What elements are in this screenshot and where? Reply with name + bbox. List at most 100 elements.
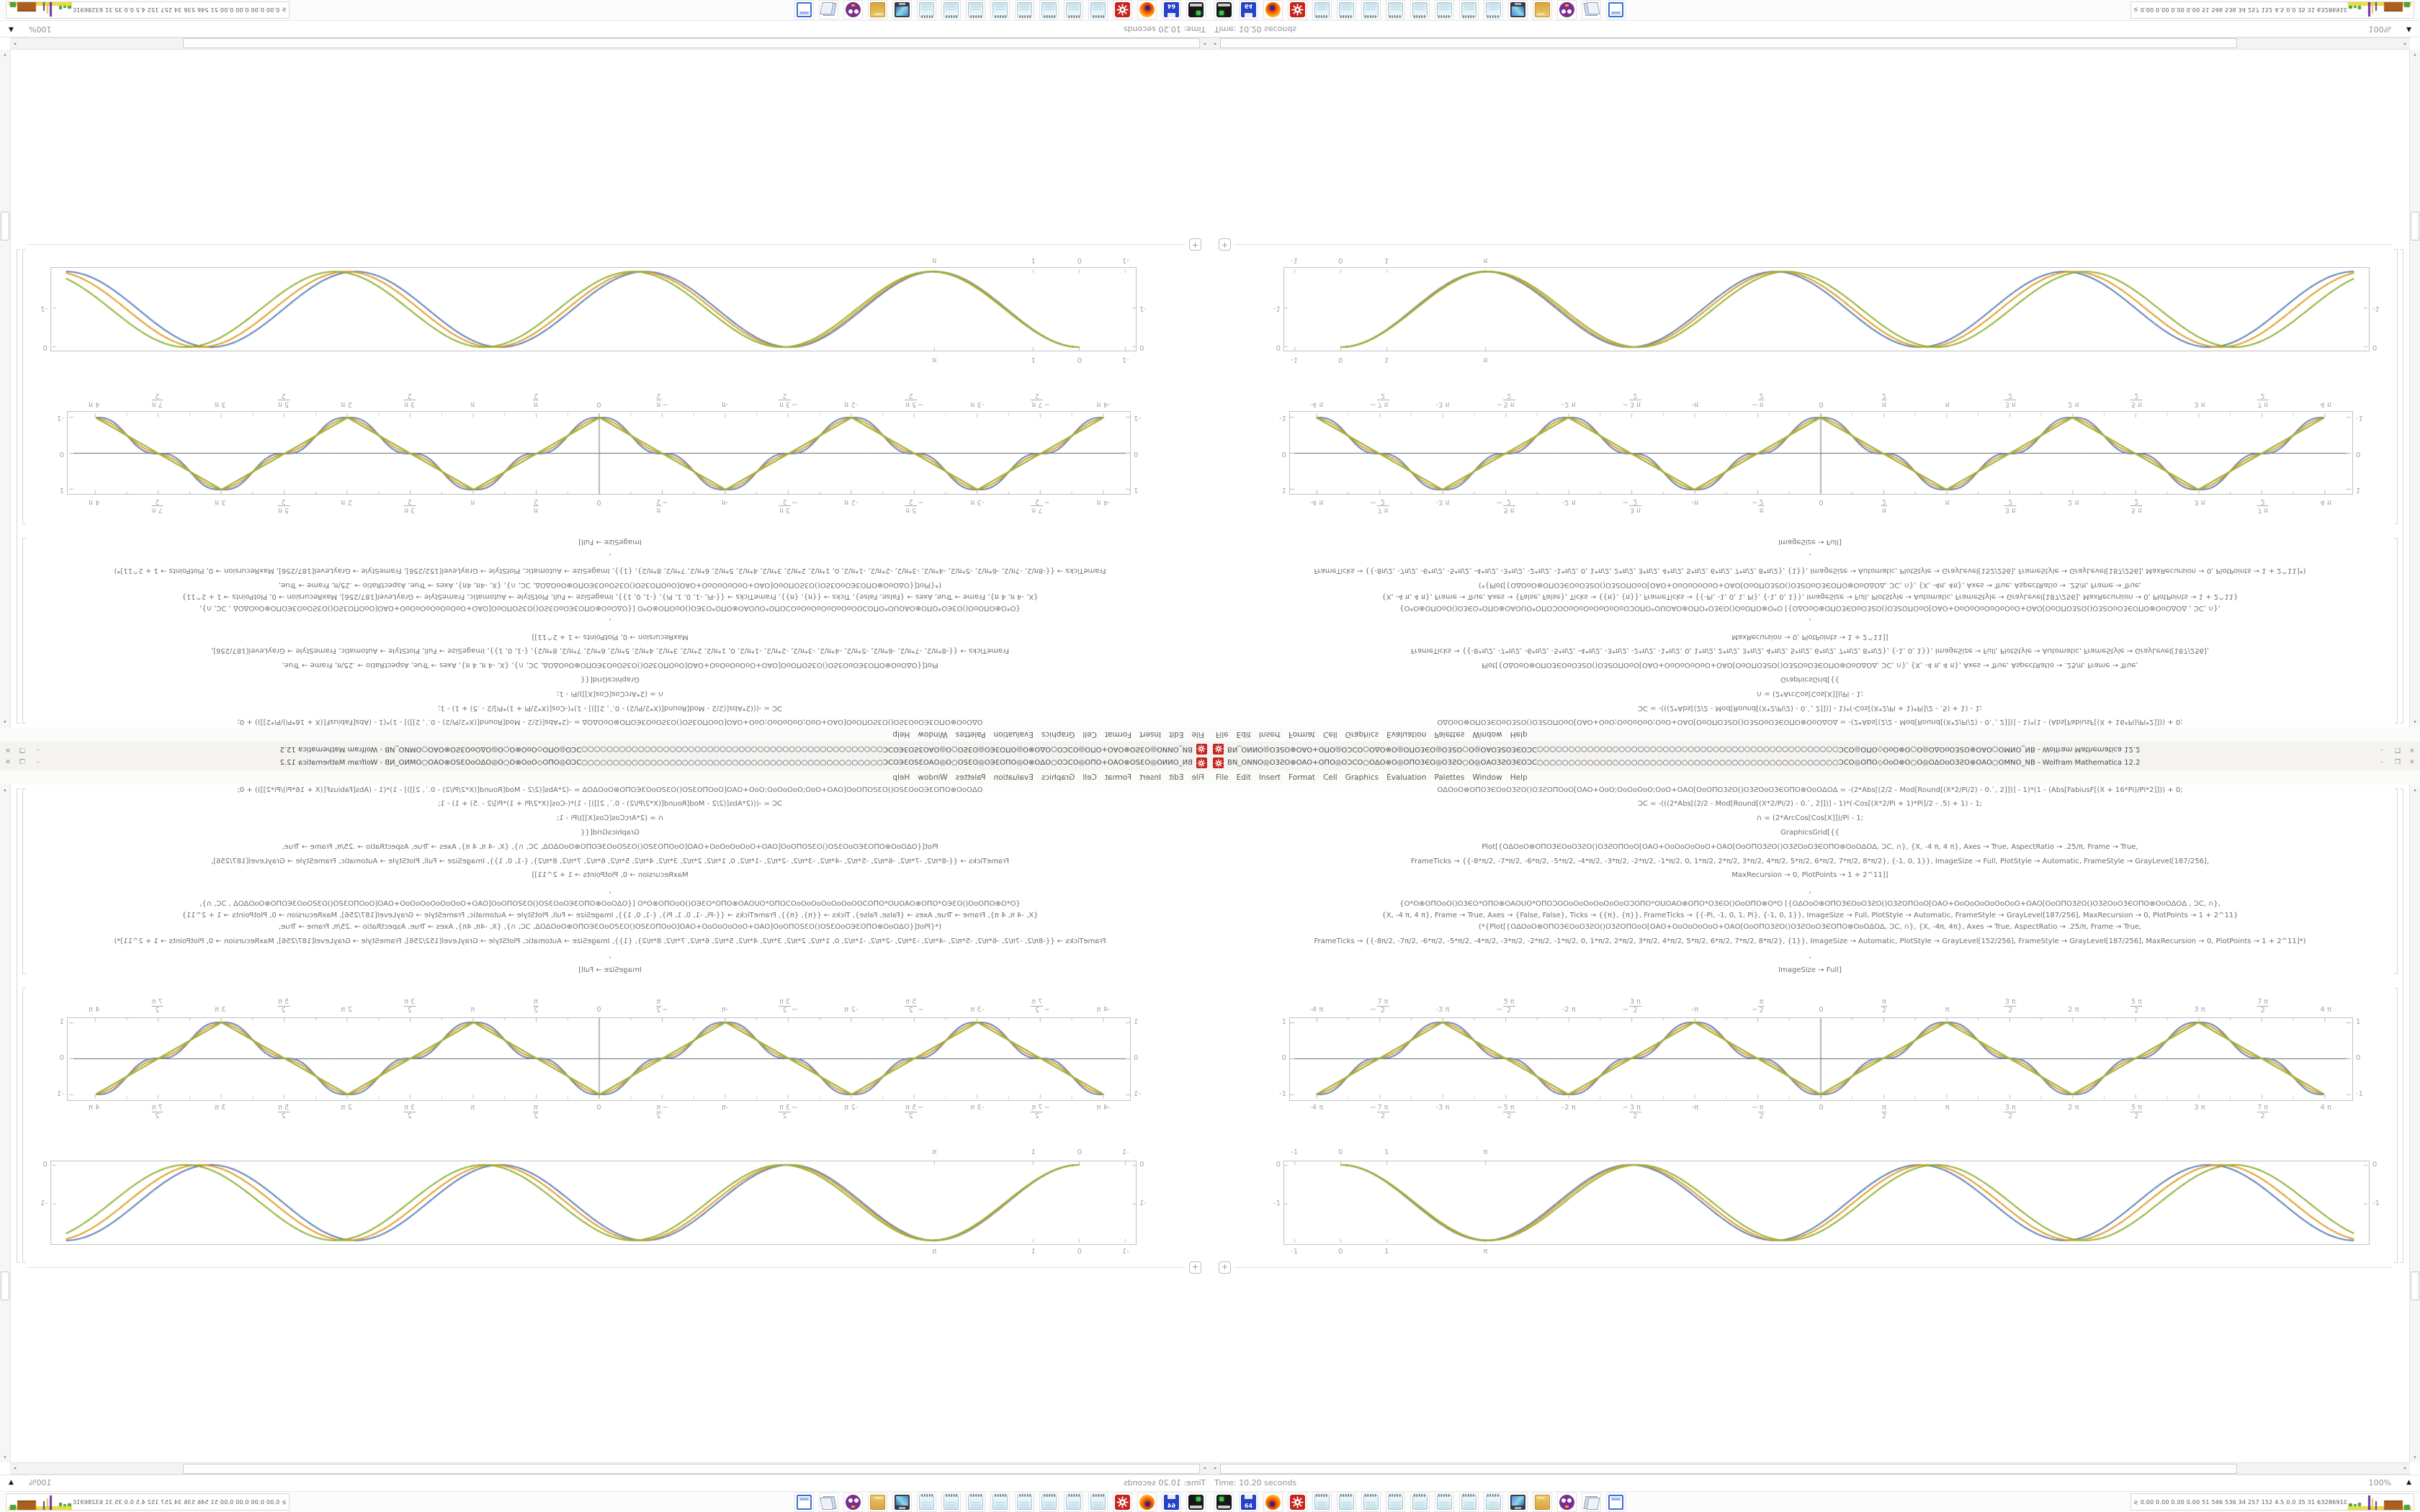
horizontal-scrollbar-thumb[interactable] xyxy=(183,1464,1200,1474)
maximize-button[interactable]: ❐ xyxy=(19,759,26,766)
taskbar-icon-firefox[interactable] xyxy=(1137,0,1157,19)
menu-item-insert[interactable]: Insert xyxy=(1258,773,1281,782)
taskbar-icon-notepad[interactable] xyxy=(1484,1493,1503,1512)
scroll-down-icon[interactable]: ▾ xyxy=(2414,1454,2416,1460)
vertical-scrollbar-thumb[interactable] xyxy=(2411,212,2419,240)
taskbar-icon-monitor[interactable] xyxy=(1508,1493,1528,1512)
cell-bracket-group[interactable] xyxy=(2400,788,2403,1263)
taskbar-icon-monitor[interactable] xyxy=(892,1493,912,1512)
taskbar-icon-notepad[interactable] xyxy=(1435,0,1454,19)
taskbar-icon-folder[interactable] xyxy=(868,1493,887,1512)
taskbar-icon-firefox[interactable] xyxy=(1263,0,1283,19)
menu-item-file[interactable]: File xyxy=(1216,730,1229,739)
code-cell[interactable]: ΟΔΟοΟ⊗ΟΠΟ3ЄΟοΟ3ƧΟ()Ο3ƧΟΠΟοΟ[ΟΑΟ+ΟοΟ;ΟοΟο… xyxy=(1210,785,2410,1462)
taskbar-icon-notepad[interactable] xyxy=(990,0,1010,19)
taskbar-icon-redcog[interactable] xyxy=(1113,0,1132,19)
menu-item-help[interactable]: Help xyxy=(1510,730,1528,739)
menu-item-edit[interactable]: Edit xyxy=(1236,773,1251,782)
taskbar-icon-notepad[interactable] xyxy=(1484,0,1503,19)
menu-item-cell[interactable]: Cell xyxy=(1083,773,1097,782)
minimize-button[interactable]: – xyxy=(2380,759,2384,766)
scroll-up-icon[interactable]: ▴ xyxy=(4,787,6,793)
menu-item-file[interactable]: File xyxy=(1191,773,1204,782)
cell-bracket-output[interactable] xyxy=(22,988,26,1263)
menu-item-format[interactable]: Format xyxy=(1289,730,1316,739)
scroll-right-icon[interactable]: ▸ xyxy=(13,1465,17,1471)
menu-item-graphics[interactable]: Graphics xyxy=(1041,773,1075,782)
close-button[interactable]: ✕ xyxy=(2409,759,2415,766)
cell-bracket-group[interactable] xyxy=(17,788,20,1263)
taskbar-icon-notepad[interactable] xyxy=(1361,1493,1381,1512)
taskbar-icon-notepad[interactable] xyxy=(1039,1493,1059,1512)
menu-item-help[interactable]: Help xyxy=(892,773,910,782)
menu-item-palettes[interactable]: Palettes xyxy=(1434,730,1465,739)
menu-item-palettes[interactable]: Palettes xyxy=(955,730,986,739)
taskbar-icon-owl[interactable] xyxy=(1557,1493,1577,1512)
menu-item-cell[interactable]: Cell xyxy=(1323,730,1337,739)
menu-item-window[interactable]: Window xyxy=(1472,773,1502,782)
scroll-left-icon[interactable]: ◂ xyxy=(1204,41,1207,47)
horizontal-scrollbar[interactable]: ◂ ▸ xyxy=(1210,37,2410,50)
taskbar-icon-notepad[interactable] xyxy=(1064,0,1083,19)
taskbar-icon-floppy[interactable]: 64 xyxy=(1162,1493,1181,1512)
taskbar-icon-docstack[interactable] xyxy=(1582,0,1601,19)
scroll-left-icon[interactable]: ◂ xyxy=(1213,41,1216,47)
taskbar-icon-spectrum[interactable] xyxy=(1186,0,1206,19)
taskbar-icon-notepad[interactable] xyxy=(1459,1493,1479,1512)
horizontal-scrollbar-thumb[interactable] xyxy=(1220,38,2237,48)
taskbar-icon-notepad[interactable] xyxy=(1361,0,1381,19)
taskbar-icon-docstack[interactable] xyxy=(1582,1493,1601,1512)
taskbar-icon-notepad[interactable] xyxy=(1435,1493,1454,1512)
taskbar-icon-monitor[interactable] xyxy=(892,0,912,19)
horizontal-scrollbar-thumb[interactable] xyxy=(183,38,1200,48)
menu-item-format[interactable]: Format xyxy=(1104,773,1131,782)
maximize-button[interactable]: ❐ xyxy=(2394,759,2401,766)
taskbar-icon-notepad[interactable] xyxy=(1410,0,1430,19)
vertical-scrollbar-thumb[interactable] xyxy=(2411,1272,2419,1300)
taskbar-icon-spectrum[interactable] xyxy=(1186,1493,1206,1512)
menu-item-graphics[interactable]: Graphics xyxy=(1345,773,1379,782)
horizontal-scrollbar[interactable]: ◂ ▸ xyxy=(10,1462,1210,1475)
menu-item-format[interactable]: Format xyxy=(1104,730,1131,739)
scroll-up-icon[interactable]: ▴ xyxy=(2414,719,2416,725)
taskbar-icon-docstack[interactable] xyxy=(819,1493,838,1512)
minimize-button[interactable]: – xyxy=(36,746,40,753)
horizontal-scrollbar[interactable]: ◂ ▸ xyxy=(10,37,1210,50)
scroll-right-icon[interactable]: ▸ xyxy=(13,41,17,47)
taskbar-icon-folder[interactable] xyxy=(1533,1493,1552,1512)
minimize-button[interactable]: – xyxy=(2380,746,2384,753)
taskbar-icon-desktop[interactable] xyxy=(794,0,814,19)
horizontal-scrollbar[interactable]: ◂ ▸ xyxy=(1210,1462,2410,1475)
minimize-button[interactable]: – xyxy=(36,759,40,766)
menu-item-palettes[interactable]: Palettes xyxy=(1434,773,1465,782)
scroll-down-icon[interactable]: ▾ xyxy=(4,52,6,58)
taskbar-icon-redcog[interactable] xyxy=(1113,1493,1132,1512)
taskbar-icon-owl[interactable] xyxy=(843,0,863,19)
zoom-toggle-icon[interactable]: ▲ xyxy=(2406,26,2411,33)
menu-item-edit[interactable]: Edit xyxy=(1236,730,1251,739)
menu-item-graphics[interactable]: Graphics xyxy=(1041,730,1075,739)
close-button[interactable]: ✕ xyxy=(5,746,11,753)
taskbar-icon-notepad[interactable] xyxy=(1015,1493,1034,1512)
zoom-toggle-icon[interactable]: ▲ xyxy=(9,1479,14,1486)
scroll-down-icon[interactable]: ▾ xyxy=(4,1454,6,1460)
cell-insert-button[interactable]: + xyxy=(1189,1261,1201,1274)
taskbar-icon-desktop[interactable] xyxy=(1606,0,1626,19)
menu-item-insert[interactable]: Insert xyxy=(1139,773,1162,782)
taskbar-icon-notepad[interactable] xyxy=(1064,1493,1083,1512)
code-cell[interactable]: ΟΔΟοΟ⊗ΟΠΟ3ЄΟοΟ3ƧΟ()Ο3ƧΟΠΟοΟ[ΟΑΟ+ΟοΟ;ΟοΟο… xyxy=(10,785,1210,1462)
taskbar-icon-notepad[interactable] xyxy=(966,1493,985,1512)
menu-item-evaluation[interactable]: Evaluation xyxy=(993,730,1034,739)
taskbar-icon-notepad[interactable] xyxy=(1386,1493,1405,1512)
taskbar-icon-notepad[interactable] xyxy=(1386,0,1405,19)
close-button[interactable]: ✕ xyxy=(5,759,11,766)
menu-item-insert[interactable]: Insert xyxy=(1258,730,1281,739)
cell-bracket-group[interactable] xyxy=(2400,249,2403,724)
zoom-toggle-icon[interactable]: ▲ xyxy=(2406,1479,2411,1486)
cell-bracket-group[interactable] xyxy=(17,249,20,724)
menu-item-file[interactable]: File xyxy=(1216,773,1229,782)
taskbar-icon-docstack[interactable] xyxy=(819,0,838,19)
menu-item-evaluation[interactable]: Evaluation xyxy=(1386,730,1427,739)
zoom-level[interactable]: 100% xyxy=(29,24,52,34)
taskbar-icon-spectrum[interactable] xyxy=(1214,0,1234,19)
